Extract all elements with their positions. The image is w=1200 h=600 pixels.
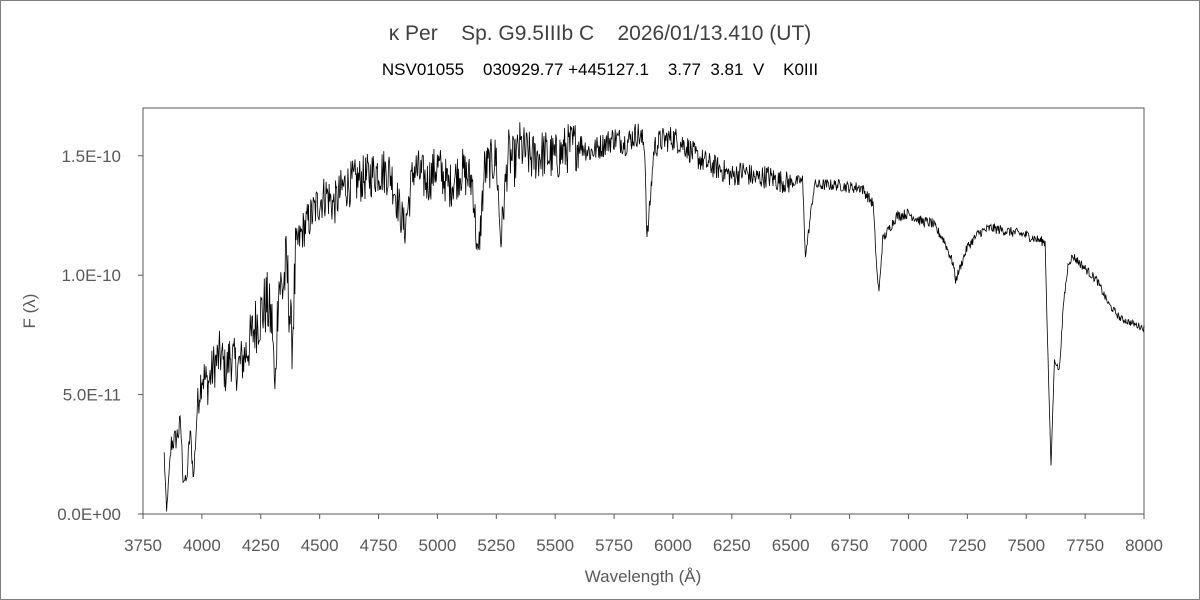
x-tick-label: 5500 — [536, 536, 574, 555]
x-tick-label: 4250 — [242, 536, 280, 555]
plot-area — [142, 107, 1145, 515]
x-tick-label: 4500 — [301, 536, 339, 555]
x-tick-label: 6750 — [831, 536, 869, 555]
x-tick-label: 6000 — [654, 536, 692, 555]
x-tick-label: 7250 — [948, 536, 986, 555]
y-tick-label: 0.0E+00 — [57, 505, 121, 524]
chart-title: κ Per Sp. G9.5IIIb C 2026/01/13.410 (UT) — [388, 22, 812, 45]
y-axis: 0.0E+00 5.0E-11 1.0E-10 1.5E-10 — [57, 147, 143, 524]
x-tick-label: 3750 — [124, 536, 162, 555]
y-tick-label: 5.0E-11 — [63, 386, 121, 405]
x-tick-label: 7000 — [890, 536, 928, 555]
y-tick-label: 1.0E-10 — [61, 266, 121, 285]
x-tick-label: 5250 — [477, 536, 515, 555]
y-tick-label: 1.5E-10 — [61, 147, 121, 166]
chart-subtitle: NSV01055 030929.77 +445127.1 3.77 3.81 V… — [381, 60, 819, 79]
x-tick-label: 7500 — [1007, 536, 1045, 555]
x-tick-label: 6250 — [713, 536, 751, 555]
x-tick-label: 5750 — [595, 536, 633, 555]
x-tick-label: 5000 — [418, 536, 456, 555]
x-tick-label: 8000 — [1125, 536, 1163, 555]
y-axis-label: F (λ) — [20, 294, 39, 329]
x-axis: 3750 4000 4250 4500 4750 5000 5250 5500 5750 6000… — [124, 514, 1163, 555]
spectrum-line — [163, 122, 1145, 512]
x-tick-label: 7750 — [1066, 536, 1104, 555]
x-tick-label: 4000 — [183, 536, 221, 555]
x-axis-label: Wavelength (Å) — [585, 567, 702, 586]
x-tick-label: 4750 — [360, 536, 398, 555]
x-tick-label: 6500 — [772, 536, 810, 555]
